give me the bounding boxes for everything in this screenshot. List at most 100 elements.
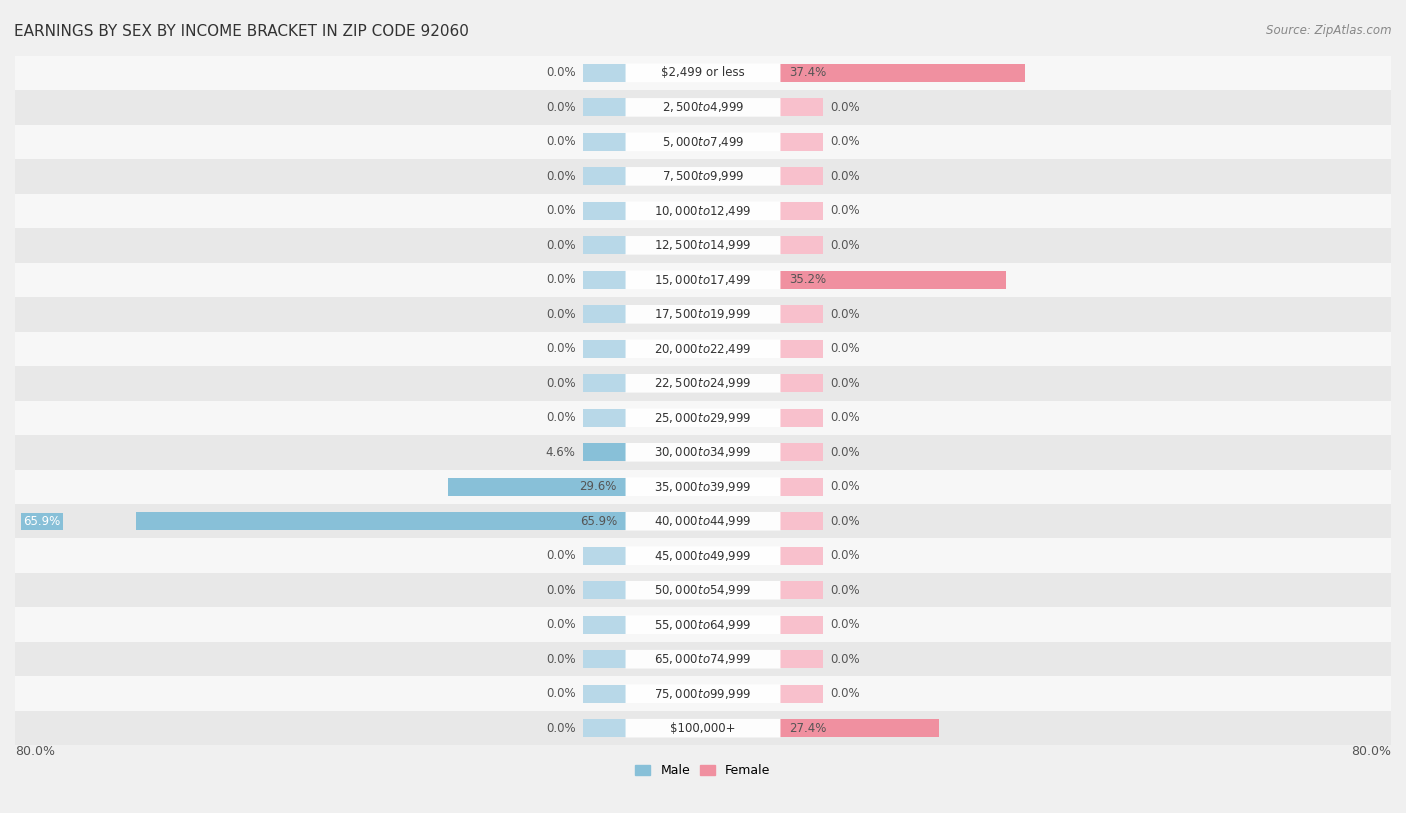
FancyBboxPatch shape bbox=[626, 719, 780, 737]
Text: 0.0%: 0.0% bbox=[831, 687, 860, 700]
Text: 0.0%: 0.0% bbox=[546, 550, 575, 563]
Bar bbox=[780, 720, 824, 737]
FancyBboxPatch shape bbox=[626, 615, 780, 634]
Text: 65.9%: 65.9% bbox=[579, 515, 617, 528]
Bar bbox=[780, 409, 824, 427]
Text: 0.0%: 0.0% bbox=[546, 204, 575, 217]
Text: $12,500 to $14,999: $12,500 to $14,999 bbox=[654, 238, 752, 252]
Text: 0.0%: 0.0% bbox=[831, 376, 860, 389]
Text: 0.0%: 0.0% bbox=[831, 550, 860, 563]
FancyBboxPatch shape bbox=[626, 167, 780, 185]
Text: 0.0%: 0.0% bbox=[831, 101, 860, 114]
Bar bbox=[15, 332, 1391, 366]
Text: 0.0%: 0.0% bbox=[831, 446, 860, 459]
FancyBboxPatch shape bbox=[626, 271, 780, 289]
Bar bbox=[582, 720, 626, 737]
Bar bbox=[15, 642, 1391, 676]
Bar bbox=[15, 538, 1391, 573]
Text: $2,499 or less: $2,499 or less bbox=[661, 67, 745, 80]
Bar bbox=[136, 512, 626, 530]
Text: 0.0%: 0.0% bbox=[831, 618, 860, 631]
Bar bbox=[15, 193, 1391, 228]
Text: 0.0%: 0.0% bbox=[546, 584, 575, 597]
FancyBboxPatch shape bbox=[626, 236, 780, 254]
Bar bbox=[582, 547, 626, 565]
Bar bbox=[780, 64, 824, 82]
Text: $100,000+: $100,000+ bbox=[671, 722, 735, 735]
Bar bbox=[780, 685, 824, 702]
Text: $65,000 to $74,999: $65,000 to $74,999 bbox=[654, 652, 752, 666]
Text: 65.9%: 65.9% bbox=[24, 515, 60, 528]
Bar bbox=[15, 159, 1391, 193]
Bar bbox=[780, 167, 824, 185]
FancyBboxPatch shape bbox=[626, 374, 780, 393]
Bar bbox=[780, 237, 824, 254]
Text: 0.0%: 0.0% bbox=[546, 342, 575, 355]
Bar bbox=[582, 133, 626, 151]
FancyBboxPatch shape bbox=[626, 443, 780, 462]
Bar bbox=[582, 306, 626, 324]
Text: $75,000 to $99,999: $75,000 to $99,999 bbox=[654, 687, 752, 701]
FancyBboxPatch shape bbox=[626, 650, 780, 668]
Bar bbox=[780, 98, 824, 116]
Text: $45,000 to $49,999: $45,000 to $49,999 bbox=[654, 549, 752, 563]
Bar bbox=[780, 547, 824, 565]
Bar bbox=[780, 306, 824, 324]
Bar bbox=[15, 504, 1391, 538]
Bar bbox=[582, 271, 626, 289]
Bar bbox=[780, 512, 824, 530]
Bar bbox=[15, 711, 1391, 746]
FancyBboxPatch shape bbox=[626, 685, 780, 703]
FancyBboxPatch shape bbox=[626, 581, 780, 599]
Bar bbox=[15, 401, 1391, 435]
Text: 0.0%: 0.0% bbox=[546, 653, 575, 666]
Text: 0.0%: 0.0% bbox=[831, 308, 860, 321]
Bar bbox=[449, 478, 626, 496]
Bar bbox=[780, 443, 824, 461]
Text: 27.4%: 27.4% bbox=[789, 722, 827, 735]
Text: 0.0%: 0.0% bbox=[546, 101, 575, 114]
Text: 0.0%: 0.0% bbox=[546, 618, 575, 631]
FancyBboxPatch shape bbox=[626, 63, 780, 82]
Bar bbox=[582, 167, 626, 185]
Bar bbox=[582, 685, 626, 702]
Text: 0.0%: 0.0% bbox=[831, 515, 860, 528]
Bar bbox=[780, 720, 939, 737]
Text: 0.0%: 0.0% bbox=[546, 411, 575, 424]
Text: 0.0%: 0.0% bbox=[831, 136, 860, 148]
FancyBboxPatch shape bbox=[626, 477, 780, 496]
Text: 0.0%: 0.0% bbox=[831, 653, 860, 666]
Bar bbox=[15, 676, 1391, 711]
Text: $25,000 to $29,999: $25,000 to $29,999 bbox=[654, 411, 752, 424]
Bar bbox=[780, 581, 824, 599]
Bar bbox=[780, 271, 1005, 289]
Text: $10,000 to $12,499: $10,000 to $12,499 bbox=[654, 204, 752, 218]
FancyBboxPatch shape bbox=[626, 133, 780, 151]
Bar bbox=[582, 581, 626, 599]
Bar bbox=[15, 263, 1391, 297]
Text: $15,000 to $17,499: $15,000 to $17,499 bbox=[654, 273, 752, 287]
Bar bbox=[15, 297, 1391, 332]
Bar bbox=[582, 237, 626, 254]
Text: $17,500 to $19,999: $17,500 to $19,999 bbox=[654, 307, 752, 321]
Bar bbox=[582, 650, 626, 668]
Text: 0.0%: 0.0% bbox=[831, 239, 860, 252]
Text: Source: ZipAtlas.com: Source: ZipAtlas.com bbox=[1267, 24, 1392, 37]
Text: 0.0%: 0.0% bbox=[546, 687, 575, 700]
Bar bbox=[582, 478, 626, 496]
Text: $22,500 to $24,999: $22,500 to $24,999 bbox=[654, 376, 752, 390]
Bar bbox=[582, 512, 626, 530]
FancyBboxPatch shape bbox=[626, 202, 780, 220]
FancyBboxPatch shape bbox=[626, 512, 780, 531]
FancyBboxPatch shape bbox=[626, 305, 780, 324]
Bar bbox=[582, 340, 626, 358]
Text: $50,000 to $54,999: $50,000 to $54,999 bbox=[654, 583, 752, 598]
Text: $55,000 to $64,999: $55,000 to $64,999 bbox=[654, 618, 752, 632]
Text: 0.0%: 0.0% bbox=[831, 584, 860, 597]
Text: $5,000 to $7,499: $5,000 to $7,499 bbox=[662, 135, 744, 149]
FancyBboxPatch shape bbox=[626, 340, 780, 358]
Bar bbox=[780, 202, 824, 220]
Bar bbox=[582, 202, 626, 220]
Bar bbox=[15, 607, 1391, 642]
Text: 0.0%: 0.0% bbox=[546, 722, 575, 735]
